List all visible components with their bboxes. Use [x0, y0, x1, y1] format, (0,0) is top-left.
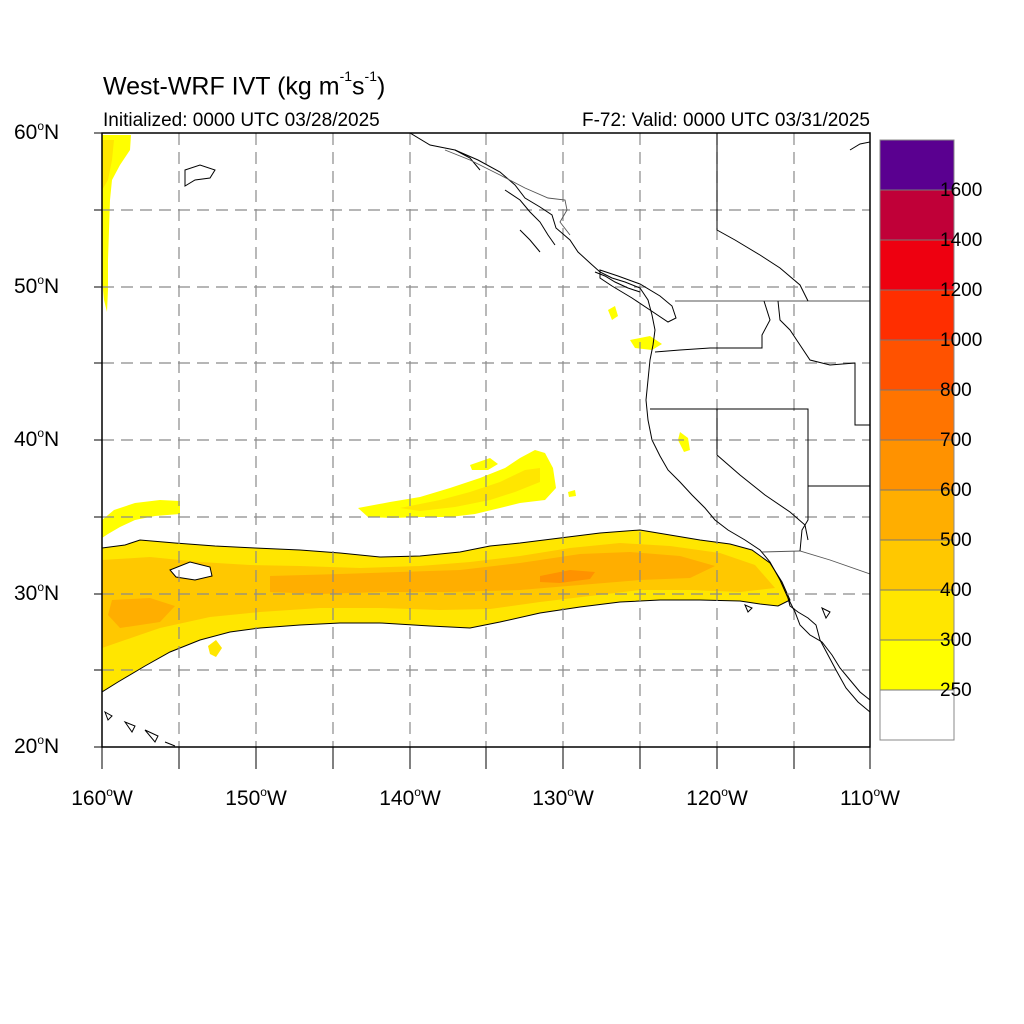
coastline-channel-islands	[744, 604, 831, 620]
ivt-region-northwest	[102, 135, 131, 312]
ivt-region-northwest-core	[102, 140, 114, 190]
ivt-region-main-contour	[102, 529, 791, 693]
colorbar-swatch-12	[880, 140, 954, 190]
lat-label-60: 60oN	[14, 119, 60, 144]
colorbar-swatch-6	[880, 390, 954, 440]
ivt-hole	[169, 561, 213, 581]
colorbar-swatch-9	[880, 240, 954, 290]
boundary-oregon-california	[650, 408, 870, 487]
coastline-vancouver-island	[599, 269, 677, 323]
colorbar-label-1200: 1200	[940, 280, 983, 301]
grid-lines	[102, 133, 870, 747]
colorbar-label-500: 500	[940, 530, 972, 551]
lat-label-50: 50oN	[14, 273, 60, 298]
coastline-alaska-islands	[184, 141, 870, 187]
coastline-hawaii	[104, 710, 176, 747]
colorbar-swatch-5	[880, 440, 954, 490]
colorbar-label-1000: 1000	[940, 330, 983, 351]
colorbar-label-250: 250	[940, 680, 972, 701]
lon-label-150: 150oW	[225, 785, 287, 810]
colorbar-label-1600: 1600	[940, 180, 983, 201]
boundary-canada-interior	[716, 133, 809, 302]
lon-label-160: 160oW	[71, 785, 133, 810]
colorbar-label-400: 400	[940, 580, 972, 601]
colorbar-swatch-10	[880, 190, 954, 240]
ivt-region-main-600	[540, 570, 595, 583]
colorbar-swatch-1	[880, 640, 954, 690]
boundary-alaska-canada	[444, 149, 571, 236]
ivt-patch-offshore	[568, 490, 576, 497]
lat-label-20: 20oN	[14, 733, 60, 758]
valid-time-label: F-72: Valid: 0000 UTC 03/31/2025	[582, 110, 870, 131]
lon-label-120: 120oW	[686, 785, 748, 810]
lon-label-130: 130oW	[532, 785, 594, 810]
ivt-patch-oregon	[630, 336, 662, 350]
lat-label-40: 40oN	[14, 426, 60, 451]
colorbar	[879, 139, 955, 741]
colorbar-swatch-7	[880, 340, 954, 390]
colorbar-swatch-8	[880, 290, 954, 340]
ivt-patch-washington	[608, 306, 618, 320]
colorbar-swatch-2	[880, 590, 954, 640]
lat-label-30: 30oN	[14, 580, 60, 605]
ivt-region-mid-fleck	[470, 458, 498, 470]
boundary-us-mexico	[761, 550, 870, 575]
colorbar-swatch-3	[880, 540, 954, 590]
ivt-region-main-500	[270, 552, 715, 594]
boundary-arizona	[799, 486, 809, 552]
colorbar-label-600: 600	[940, 480, 972, 501]
ivt-island-spot	[208, 640, 222, 657]
ivt-region-mid	[358, 450, 556, 518]
colorbar-label-700: 700	[940, 430, 972, 451]
lon-label-110: 110oW	[840, 785, 900, 810]
ivt-patch-california	[678, 432, 690, 452]
lon-label-140: 140oW	[379, 785, 441, 810]
axis-ticks	[94, 132, 871, 769]
ivt-region-mid-core	[400, 468, 540, 511]
ivt-region-main-500-west	[108, 598, 175, 628]
plot-title: West-WRF IVT (kg m-1s-1)	[103, 68, 386, 101]
initialized-label: Initialized: 0000 UTC 03/28/2025	[103, 110, 380, 131]
coastline-alaska-bc	[409, 133, 870, 701]
ivt-region-northwest-tongue	[102, 500, 180, 538]
colorbar-label-800: 800	[940, 380, 972, 401]
coastline-baja	[787, 597, 870, 713]
ivt-field	[102, 135, 791, 693]
colorbar-label-1400: 1400	[940, 230, 983, 251]
colorbar-swatch-0	[880, 690, 954, 740]
colorbar-label-300: 300	[940, 630, 972, 651]
colorbar-swatch-4	[880, 490, 954, 540]
coastline-bc-islands	[504, 189, 641, 293]
boundary-washington-oregon	[654, 300, 771, 353]
